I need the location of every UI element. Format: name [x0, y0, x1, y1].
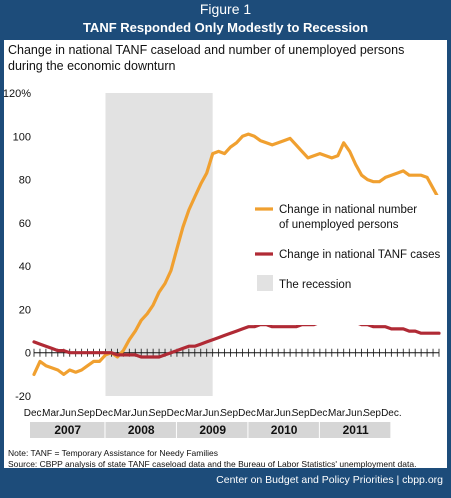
- year-label: 2010: [271, 423, 298, 437]
- x-tick-label: Mar.: [257, 408, 276, 419]
- year-label: 2007: [54, 423, 81, 437]
- legend-label-tanf: Change in national TANF cases: [279, 249, 441, 261]
- legend-box: [249, 195, 444, 325]
- x-tick-label: Jun.: [132, 408, 151, 419]
- legend-label-unemployed: Change in national number: [279, 204, 417, 216]
- legend-label-unemployed: of unemployed persons: [279, 219, 399, 231]
- y-tick-label: -20: [15, 391, 31, 403]
- year-band: [319, 422, 392, 438]
- chart-source: Source: CBPP analysis of state TANF case…: [8, 459, 417, 469]
- subtitle-line-2: during the economic downturn: [8, 59, 176, 73]
- tanf-series-line: [32, 318, 441, 359]
- credit-line: Center on Budget and Policy Priorities |…: [216, 474, 443, 486]
- x-tick-label: Dec.: [95, 408, 116, 419]
- line-chart: -20020406080100120%Dec.Mar.Jun.Sep.Dec.M…: [4, 88, 444, 438]
- figure-title: TANF Responded Only Modestly to Recessio…: [0, 18, 451, 38]
- year-band: [30, 422, 106, 438]
- x-tick-label: Sep.: [363, 408, 384, 419]
- x-tick-label: Sep.: [149, 408, 170, 419]
- x-tick-label: Dec.: [381, 408, 402, 419]
- year-band: [248, 422, 320, 438]
- x-tick-label: Mar.: [114, 408, 133, 419]
- y-tick-label: 60: [19, 218, 31, 230]
- legend-label-recession: The recession: [279, 279, 351, 291]
- y-tick-label: 120%: [4, 88, 31, 100]
- x-tick-label: Dec.: [310, 408, 331, 419]
- figure-label: Figure 1: [199, 1, 252, 17]
- chart-note: Note: TANF = Temporary Assistance for Ne…: [8, 448, 218, 458]
- chart-subtitle: Change in national TANF caseload and num…: [8, 42, 428, 74]
- x-tick-label: Jun.: [275, 408, 294, 419]
- year-label: 2011: [343, 423, 369, 437]
- subtitle-line-1: Change in national TANF caseload and num…: [8, 43, 405, 57]
- x-tick-label: Sep.: [220, 408, 241, 419]
- y-tick-label: 40: [19, 261, 31, 273]
- x-tick-label: Jun.: [60, 408, 79, 419]
- x-tick-label: Dec.: [167, 408, 188, 419]
- year-label: 2008: [128, 423, 155, 437]
- year-label: 2009: [199, 423, 226, 437]
- x-tick-label: Dec.: [24, 408, 45, 419]
- y-tick-label: 0: [25, 348, 31, 360]
- y-tick-label: 20: [19, 304, 31, 316]
- unemployed-series-line: [32, 132, 441, 376]
- x-tick-label: Mar.: [185, 408, 204, 419]
- x-tick-label: Sep.: [77, 408, 98, 419]
- chart-panel: Change in national TANF caseload and num…: [4, 40, 447, 469]
- x-tick-label: Mar.: [42, 408, 61, 419]
- y-tick-label: 80: [19, 175, 31, 187]
- x-tick-label: Mar.: [328, 408, 347, 419]
- legend-swatch-recession: [257, 275, 273, 291]
- x-tick-label: Jun.: [203, 408, 222, 419]
- x-tick-label: Sep.: [292, 408, 313, 419]
- year-band: [105, 422, 177, 438]
- year-band: [176, 422, 249, 438]
- x-tick-label: Jun.: [346, 408, 365, 419]
- y-tick-label: 100: [13, 131, 31, 143]
- x-tick-label: Dec.: [238, 408, 259, 419]
